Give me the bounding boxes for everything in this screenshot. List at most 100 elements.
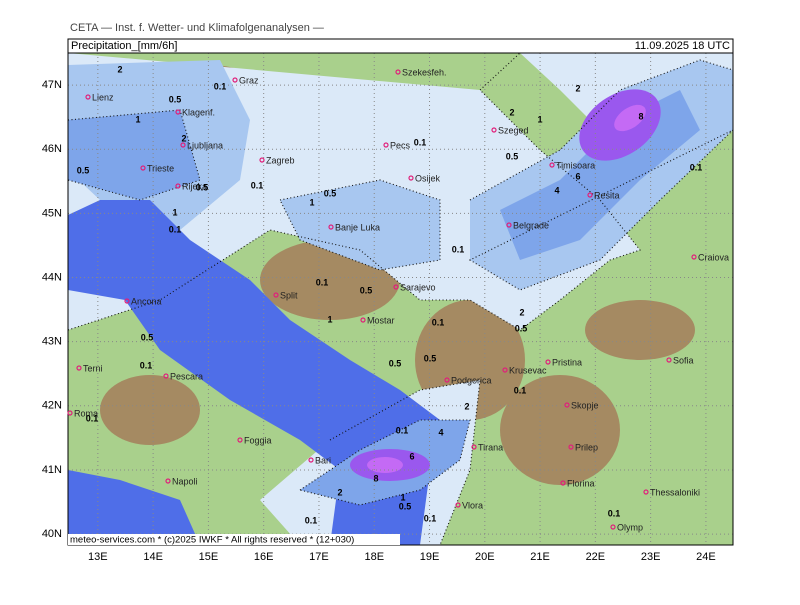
city-name: Thessaloniki [650,487,700,497]
lat-label: 43N [42,336,62,348]
institute: CETA — Inst. f. Wetter- und Klimafolgena… [70,22,324,34]
lon-label: 16E [254,551,274,563]
contour-label: 0.1 [140,360,153,370]
city-marker [643,489,649,495]
city-marker [140,165,146,171]
city-name: Prilep [575,442,598,452]
contour-label: 0.5 [360,285,373,295]
footer-box [68,534,400,545]
city-name: Terni [83,363,103,373]
city-name: Pristina [552,357,582,367]
city-name: Mostar [367,315,395,325]
city-name: Skopje [571,400,599,410]
city-name: Osijek [415,173,441,183]
datetime: 11.09.2025 18 UTC [635,40,730,52]
city-name: Rijeka [182,181,207,191]
terrain [100,65,695,485]
city-marker [506,222,512,228]
contour-label: 8 [373,473,378,483]
lon-label: 19E [420,551,440,563]
contour-label: 0.1 [424,513,437,523]
city-name: Podgorica [451,375,492,385]
lon-label: 17E [309,551,329,563]
city-name: Pecs [390,140,411,150]
city-marker [560,480,566,486]
city-name: Klagenf. [182,107,215,117]
city-marker [67,410,73,416]
city-name: Krusevac [509,365,547,375]
city-name: Split [280,290,298,300]
city-marker [328,224,334,230]
map-title: Precipitation_[mm/6h] [71,40,177,52]
contour-label: 1 [172,207,177,217]
city-marker [610,524,616,530]
contour-label: 0.1 [432,317,445,327]
lat-label: 45N [42,207,62,219]
contour-label: 2 [509,107,514,117]
lat-label: 47N [42,79,62,91]
contour-label: 0.1 [86,413,99,423]
contour-label: 0.5 [515,323,528,333]
city-marker [395,69,401,75]
city-name: Szeged [498,125,529,135]
contour-label: 0.5 [196,182,209,192]
city-name: Zagreb [266,155,295,165]
contour-label: 8 [638,111,643,121]
contour-label: 0.1 [396,425,409,435]
contour-label: 2 [519,307,524,317]
lon-label: 20E [475,551,495,563]
city-name: Szekesfeh. [402,67,447,77]
city-name: Belgrade [513,220,549,230]
city-name: Ljubljana [187,140,223,150]
city-marker [564,402,570,408]
contour-label: 1 [135,114,140,124]
labels: 13E 14E 15E 16E 17E 18E 19E 20E 21E 22E 23E 24E 47N 4… [42,64,729,563]
city-name: Trieste [147,163,174,173]
precip-peak-north [614,104,646,132]
city-marker [237,437,243,443]
city-marker [455,502,461,508]
city-marker [259,157,265,163]
city-marker [545,359,551,365]
lon-label: 18E [364,551,384,563]
precip-peak-south [367,457,403,473]
contour-label: 0.1 [690,162,703,172]
lon-label: 13E [88,551,108,563]
city-name: Graz [239,75,259,85]
city-marker [666,357,672,363]
city-marker [408,175,414,181]
city-marker [180,142,186,148]
contour-label: 2 [117,64,122,74]
city-marker [491,127,497,133]
city-name: Tirana [478,442,503,452]
contour-label: 1 [537,114,542,124]
footer: meteo-services.com * (c)2025 IWKF * All … [70,535,354,546]
map-frame [67,52,734,546]
lat-label: 40N [42,528,62,540]
city-marker [471,444,477,450]
city-marker [273,292,279,298]
contour-label: 0.5 [389,358,402,368]
city-name: Timisoara [556,160,595,170]
city-marker [76,365,82,371]
city-marker [549,162,555,168]
precip-heavy [68,90,700,260]
city-marker [587,192,593,198]
contour-label: 0.1 [169,224,182,234]
lon-label: 21E [530,551,550,563]
contour-label: 6 [409,451,414,461]
city-name: Napoli [172,476,198,486]
lon-label: 24E [696,551,716,563]
contours [68,53,733,545]
lat-label: 44N [42,271,62,283]
city-name: Bari [315,455,331,465]
city-name: Resita [594,190,620,200]
map-layers [68,53,733,545]
city-name: Lienz [92,92,114,102]
city-marker [124,298,130,304]
contour-label: 2 [464,401,469,411]
contour-label: 0.1 [214,81,227,91]
lon-label: 14E [143,551,163,563]
city-marker [175,109,181,115]
city-name: Florina [567,478,595,488]
